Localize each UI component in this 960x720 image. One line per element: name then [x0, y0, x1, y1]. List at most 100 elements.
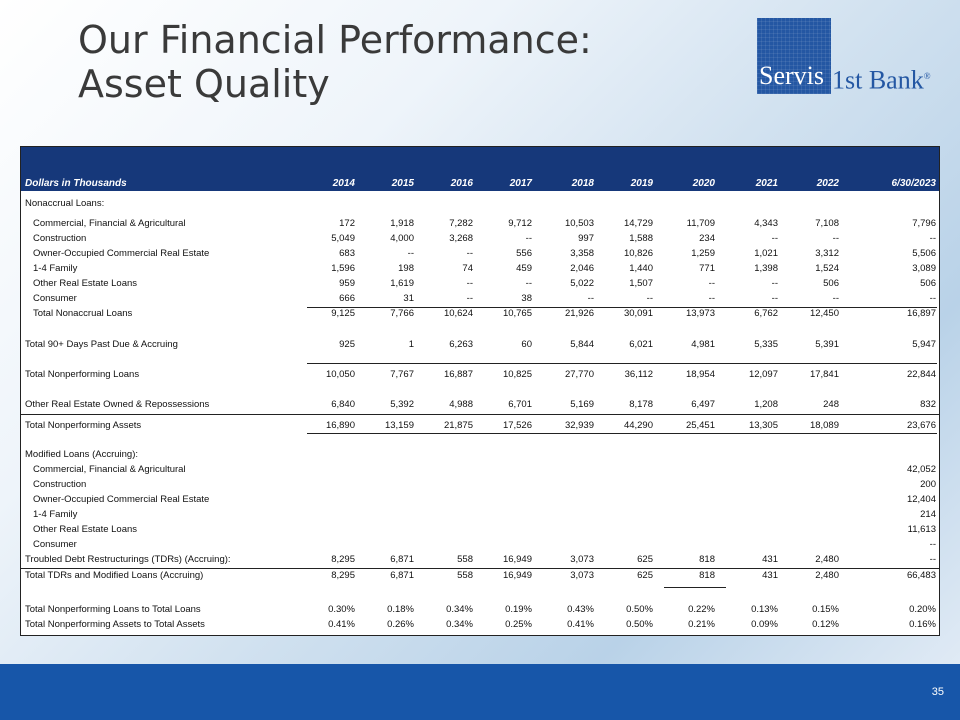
row-value: 5,506 [912, 248, 936, 259]
logo-text-bank: 1st Bank® [832, 62, 931, 95]
row-value: 506 [823, 278, 839, 289]
logo-box [757, 18, 831, 94]
row-value: 172 [339, 218, 355, 229]
row-value: 459 [516, 263, 532, 274]
modified-loan-row: Owner-Occupied Commercial Real Estate 12,… [21, 493, 939, 508]
row-value: 431 [762, 554, 778, 565]
row-value: 6,840 [331, 399, 355, 410]
divider [21, 568, 939, 569]
row-value: 925 [339, 339, 355, 350]
row-value: 10,765 [502, 308, 532, 319]
row-value: 1,440 [629, 263, 653, 274]
row-value: 5,947 [912, 339, 936, 350]
row-value: 12,404 [906, 494, 936, 505]
row-value: 818 [699, 554, 715, 565]
row-label: Total Nonperforming Assets [25, 420, 142, 431]
row-value: 13,305 [748, 420, 778, 431]
row-value: 23,676 [906, 420, 936, 431]
row-value: 27,770 [564, 369, 594, 380]
row-value: 74 [462, 263, 473, 274]
row-value: 10,825 [502, 369, 532, 380]
row-label: 1-4 Family [33, 263, 78, 274]
row-value: 32,939 [564, 420, 594, 431]
total-row: Total Nonperforming Assets 16,890 13,159 21… [21, 419, 939, 434]
row-value: 0.18% [387, 604, 414, 615]
table-row: Other Real Estate Loans 959 1,619 -- -- 5,022… [21, 277, 939, 292]
row-value: 5,169 [570, 399, 594, 410]
row-value: 38 [521, 293, 532, 304]
row-value: -- [832, 293, 839, 304]
column-header: 2015 [391, 178, 414, 189]
row-value: 4,000 [390, 233, 414, 244]
row-value: 9,125 [331, 308, 355, 319]
row-value: 0.30% [328, 604, 355, 615]
divider [21, 414, 939, 415]
row-value: 42,052 [906, 464, 936, 475]
row-value: -- [771, 233, 778, 244]
row-label: Total Nonaccrual Loans [33, 308, 133, 319]
row-value: 21,926 [564, 308, 594, 319]
row-value: 3,073 [570, 570, 594, 581]
row-value: 4,343 [754, 218, 778, 229]
row-value: -- [466, 248, 473, 259]
row-value: 66,483 [906, 570, 936, 581]
row-value: 2,480 [815, 570, 839, 581]
column-header: 2022 [816, 178, 839, 189]
row-value: 3,268 [449, 233, 473, 244]
row-value: 2,046 [570, 263, 594, 274]
row-label: Total TDRs and Modified Loans (Accruing) [25, 570, 204, 581]
row-value: 818 [699, 570, 715, 581]
row-value: 5,335 [754, 339, 778, 350]
table-row: Commercial, Financial & Agricultural 172 1… [21, 217, 939, 232]
row-value: 7,767 [390, 369, 414, 380]
row-label: Total 90+ Days Past Due & Accruing [25, 339, 178, 350]
row-value: 1,398 [754, 263, 778, 274]
row-value: -- [708, 293, 715, 304]
row-value: -- [708, 278, 715, 289]
row-value: 1 [408, 339, 414, 350]
column-header: 2020 [692, 178, 715, 189]
column-header: 2018 [571, 178, 594, 189]
row-value: 3,312 [815, 248, 839, 259]
row-value: 0.34% [446, 619, 473, 630]
row-value: 8,178 [629, 399, 653, 410]
row-value: 17,841 [809, 369, 839, 380]
row-value: 1,524 [815, 263, 839, 274]
row-value: 1,208 [754, 399, 778, 410]
row-value: 0.09% [751, 619, 778, 630]
row-value: 625 [637, 554, 653, 565]
logo-text-servis: Servis [759, 61, 824, 90]
row-value: 771 [699, 263, 715, 274]
row-label: Total Nonperforming Loans [25, 369, 140, 380]
total-row: Troubled Debt Restructurings (TDRs) (Acc… [21, 553, 939, 568]
row-value: 5,049 [331, 233, 355, 244]
table-row: Other Real Estate Owned & Repossessions 6… [21, 398, 939, 413]
table-row: Owner-Occupied Commercial Real Estate 683… [21, 247, 939, 262]
row-label: Other Real Estate Loans [33, 278, 138, 289]
row-value: 10,624 [443, 308, 473, 319]
row-value: 6,497 [691, 399, 715, 410]
row-label: Consumer [33, 539, 77, 550]
row-value: 60 [521, 339, 532, 350]
row-value: -- [466, 278, 473, 289]
row-value: 30,091 [623, 308, 653, 319]
asset-quality-table: Dollars in Thousands 2014 2015 2016 2017 201… [20, 146, 940, 636]
row-value: 8,295 [331, 570, 355, 581]
row-value: -- [771, 278, 778, 289]
row-label: Troubled Debt Restructurings (TDRs) (Acc… [25, 554, 231, 565]
row-value: 0.50% [626, 604, 653, 615]
row-value: 16,897 [906, 308, 936, 319]
row-label: Commercial, Financial & Agricultural [33, 218, 186, 229]
row-value: 1,259 [691, 248, 715, 259]
footer-bar: 35 [0, 664, 960, 720]
row-value: 3,073 [570, 554, 594, 565]
row-value: 16,887 [443, 369, 473, 380]
total-row: Total 90+ Days Past Due & Accruing 925 1 6,… [21, 338, 939, 353]
row-label: Modified Loans (Accruing): [25, 449, 138, 460]
row-value: -- [587, 293, 594, 304]
row-value: 6,701 [508, 399, 532, 410]
row-value: 10,503 [564, 218, 594, 229]
section-heading: Modified Loans (Accruing): [21, 448, 939, 463]
row-value: 12,097 [748, 369, 778, 380]
row-value: 18,089 [809, 420, 839, 431]
